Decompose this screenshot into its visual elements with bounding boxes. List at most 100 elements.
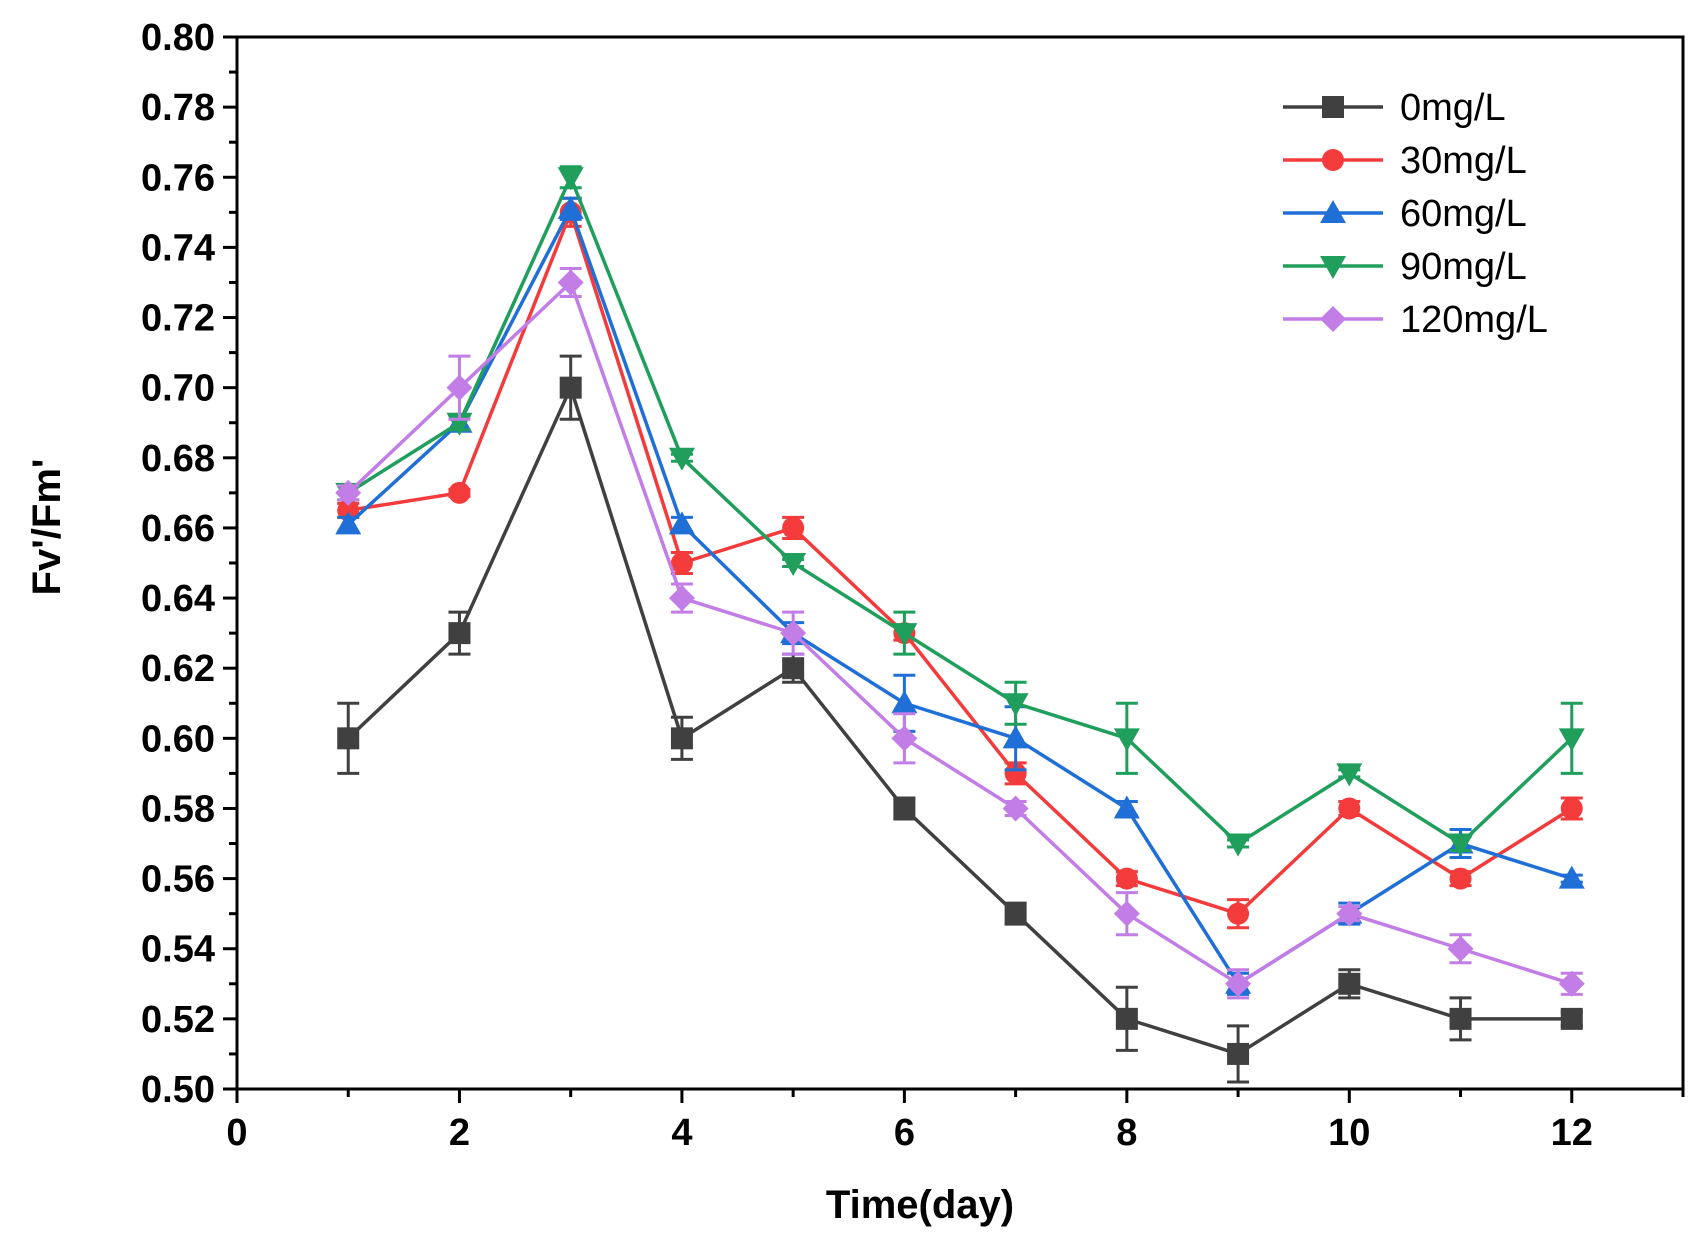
data-point xyxy=(891,690,918,714)
x-tick-label: 10 xyxy=(1328,1112,1370,1154)
x-axis-title: Time(day) xyxy=(826,1183,1014,1227)
data-point xyxy=(668,511,695,535)
series-120mgl xyxy=(335,266,1585,1000)
data-point xyxy=(1558,970,1585,997)
data-point xyxy=(448,622,471,645)
y-tick-label: 0.54 xyxy=(141,929,215,971)
data-point xyxy=(1336,900,1363,927)
y-tick-label: 0.60 xyxy=(141,718,215,760)
y-tick-label: 0.62 xyxy=(141,648,215,690)
data-point xyxy=(782,657,805,680)
legend-item: 60mg/L xyxy=(1283,193,1527,235)
data-point xyxy=(557,195,584,219)
data-point xyxy=(668,447,695,471)
data-point xyxy=(335,479,362,506)
legend-marker xyxy=(1322,96,1344,118)
data-point xyxy=(446,374,473,401)
legend-marker xyxy=(1320,256,1346,279)
data-point xyxy=(1447,833,1474,857)
x-tick-label: 8 xyxy=(1116,1112,1137,1154)
data-point xyxy=(1227,902,1250,925)
data-point xyxy=(1225,833,1252,857)
data-point xyxy=(891,623,918,647)
data-point xyxy=(668,585,695,612)
data-point xyxy=(780,620,807,647)
data-point xyxy=(448,481,471,504)
data-point xyxy=(1225,970,1252,997)
legend-item: 90mg/L xyxy=(1283,246,1527,288)
y-tick-label: 0.64 xyxy=(141,578,215,620)
data-point xyxy=(893,797,916,820)
y-axis-title: Fv'/Fm' xyxy=(25,459,69,596)
data-point xyxy=(1002,795,1029,822)
data-point xyxy=(557,167,584,191)
series-90mgl xyxy=(335,165,1585,857)
data-point xyxy=(1338,972,1361,995)
legend-label: 60mg/L xyxy=(1400,193,1527,235)
x-tick-label: 0 xyxy=(226,1112,247,1154)
series-line xyxy=(347,175,1573,846)
data-point xyxy=(1115,1007,1138,1030)
data-point xyxy=(1004,762,1027,785)
series-line xyxy=(347,207,1573,986)
legend-marker xyxy=(1322,149,1344,171)
series-0mgl xyxy=(337,354,1583,1084)
series-layer xyxy=(335,165,1585,1084)
data-point xyxy=(1449,1007,1472,1030)
data-point xyxy=(557,269,584,296)
axes-layer: 0.50 0.52 0.54 0.56 0.58 0.60 0.62 0.64 0.66 0.68… xyxy=(141,17,1685,1154)
legend-marker xyxy=(1320,306,1346,332)
series-line xyxy=(347,210,1573,916)
data-point xyxy=(1336,763,1363,787)
y-tick-label: 0.74 xyxy=(141,227,215,269)
data-point xyxy=(670,727,693,750)
data-point xyxy=(1002,693,1029,717)
legend-label: 120mg/L xyxy=(1400,299,1548,341)
data-point xyxy=(1002,725,1029,749)
data-point xyxy=(1113,900,1140,927)
x-tick-label: 12 xyxy=(1551,1112,1593,1154)
data-point xyxy=(1558,865,1585,889)
data-point xyxy=(1113,795,1140,819)
data-point xyxy=(337,499,360,522)
legend: 0mg/L 30mg/L 60mg/L 90mg/L 120mg/L xyxy=(1283,87,1548,341)
data-point xyxy=(782,516,805,539)
y-tick-label: 0.78 xyxy=(141,87,215,129)
y-tick-label: 0.58 xyxy=(141,788,215,830)
data-point xyxy=(1560,1007,1583,1030)
legend-label: 90mg/L xyxy=(1400,246,1527,288)
data-point xyxy=(1560,797,1583,820)
data-point xyxy=(1449,867,1472,890)
data-point xyxy=(559,376,582,399)
legend-label: 30mg/L xyxy=(1400,140,1527,182)
y-tick-label: 0.50 xyxy=(141,1069,215,1111)
data-point xyxy=(337,727,360,750)
data-point xyxy=(780,553,807,576)
series-60mgl xyxy=(335,195,1585,996)
y-tick-label: 0.52 xyxy=(141,999,215,1041)
legend-item: 0mg/L xyxy=(1283,87,1506,129)
data-point xyxy=(1115,867,1138,890)
y-tick-label: 0.56 xyxy=(141,859,215,901)
y-tick-label: 0.80 xyxy=(141,17,215,59)
y-tick-label: 0.68 xyxy=(141,438,215,480)
data-point xyxy=(670,552,693,574)
data-point xyxy=(335,511,362,535)
data-point xyxy=(1227,1042,1250,1065)
series-line xyxy=(347,280,1573,986)
data-point xyxy=(891,725,918,752)
y-tick-label: 0.70 xyxy=(141,368,215,410)
legend-item: 120mg/L xyxy=(1283,299,1548,341)
y-tick-label: 0.72 xyxy=(141,298,215,340)
data-point xyxy=(1338,797,1361,820)
data-point xyxy=(1558,728,1585,752)
legend-label: 0mg/L xyxy=(1400,87,1506,129)
y-tick-label: 0.66 xyxy=(141,508,215,550)
x-tick-label: 6 xyxy=(894,1112,915,1154)
legend-marker xyxy=(1320,200,1346,223)
data-point xyxy=(1447,935,1474,962)
y-tick-label: 0.76 xyxy=(141,157,215,199)
data-point xyxy=(1004,902,1027,925)
series-30mgl xyxy=(337,196,1583,930)
